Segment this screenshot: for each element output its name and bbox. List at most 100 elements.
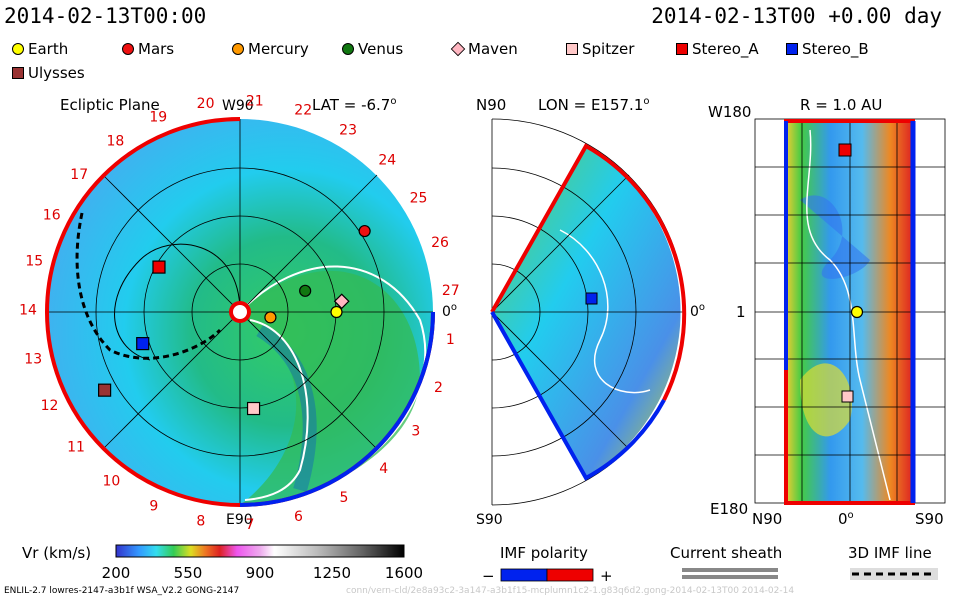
imf-negative-swatch: [500, 568, 548, 582]
ecliptic-stereo-b-marker: [136, 337, 150, 351]
meridional-stereo-b-marker: [585, 292, 598, 305]
colorbar-tick-label: 1600: [385, 564, 423, 582]
legend-item-stereo-a: Stereo_A: [676, 40, 759, 58]
legend-item-earth: Earth: [12, 40, 68, 58]
ecliptic-spitzer-marker: [246, 401, 261, 416]
colorbar: Vr (km/s) 200 550 900 1250 1600: [22, 544, 423, 582]
footer-run-id: conn/vern-cld/2e8a93c2-3a147-a3b1f15-mcp…: [346, 586, 795, 596]
carrington-number: 10: [102, 474, 120, 490]
legend-item-stereo-b: Stereo_B: [786, 40, 869, 58]
spitzer-marker-icon: [566, 43, 578, 55]
meridional-imf-negative-edge: [490, 311, 666, 481]
colorbar-label: Vr (km/s): [22, 544, 91, 562]
legend-label: Earth: [28, 40, 69, 58]
sphere-panel: R = 1.0 AU W180 1 E180 N90 0o S90: [708, 96, 946, 528]
carrington-number: 25: [410, 191, 428, 207]
colorbar-tick-label: 550: [174, 564, 203, 582]
legend-label: Mercury: [248, 40, 309, 58]
ulysses-marker-icon: [12, 67, 24, 79]
carrington-number: 2: [434, 380, 443, 396]
carrington-number: 5: [339, 490, 348, 506]
time-left-label: 2014-02-13T00:00: [4, 4, 207, 28]
carrington-number: 4: [379, 461, 388, 477]
ecliptic-lat-label: LAT = -6.7o: [312, 96, 396, 114]
legend-label: Stereo_B: [802, 40, 869, 58]
meridional-top-label: N90: [476, 96, 506, 114]
carrington-number: 6: [294, 509, 303, 525]
ecliptic-maven-marker: [333, 293, 350, 310]
earth-marker-icon: [12, 43, 24, 55]
ecliptic-ulysses-marker: [98, 383, 112, 397]
sphere-stereo-a-marker: [838, 143, 852, 157]
carrington-number: 9: [149, 499, 158, 515]
legend-item-mercury: Mercury: [232, 40, 309, 58]
legend-label: Stereo_A: [692, 40, 759, 58]
colorbar-tick-label: 200: [102, 564, 131, 582]
sphere-fast-region: [800, 363, 852, 437]
ecliptic-stereo-a-marker: [152, 260, 166, 274]
meridional-bottom-label: S90: [476, 512, 503, 528]
stereo-b-marker-icon: [786, 43, 798, 55]
carrington-number: 3: [411, 424, 420, 440]
meridional-right-label: 0o: [690, 302, 705, 320]
sphere-r-label: R = 1.0 AU: [800, 96, 882, 114]
imf-polarity-label: IMF polarity: [500, 544, 588, 562]
sphere-slow-region: [800, 195, 870, 279]
carrington-number: 23: [339, 123, 357, 139]
carrington-number: 21: [246, 94, 264, 110]
ecliptic-earth-imf-spiral: [114, 243, 241, 361]
colorbar-tick-label: 1250: [313, 564, 351, 582]
imf-minus-label: −: [482, 567, 495, 585]
current-sheath-bar-1: [682, 568, 778, 572]
meridional-imf-positive-edge: [490, 143, 687, 401]
sphere-x-left-label: N90: [752, 510, 782, 528]
legend-item-maven: Maven: [450, 40, 518, 58]
carrington-number: 24: [378, 153, 396, 169]
legend-label: Venus: [358, 40, 404, 58]
ecliptic-mercury-marker: [264, 311, 277, 324]
footer-model-info: ENLIL-2.7 lowres-2147-a3b1f WSA_V2.2 GON…: [4, 586, 240, 596]
legend-label: Ulysses: [28, 64, 85, 82]
ecliptic-panel: Ecliptic Plane LAT = -6.7o W90 E90 0o 12…: [19, 94, 460, 533]
carrington-number: 22: [294, 103, 312, 119]
sun-marker: [229, 301, 251, 323]
carrington-number: 13: [24, 352, 42, 368]
current-sheath-label: Current sheath: [670, 544, 782, 562]
time-right-label: 2014-02-13T00 +0.00 day: [651, 4, 942, 28]
carrington-number: 14: [19, 303, 37, 319]
sphere-grid: [754, 118, 946, 504]
venus-marker-icon: [342, 43, 354, 55]
colorbar-ticks: 200 550 900 1250 1600: [102, 564, 423, 582]
ecliptic-right-label: 0o: [442, 302, 457, 320]
stereo-a-marker-icon: [676, 43, 688, 55]
ecliptic-current-sheet-line-1: [239, 265, 427, 471]
sphere-spitzer-marker: [841, 390, 854, 403]
current-sheath-bar-2: [682, 575, 778, 579]
ecliptic-bodies: [98, 224, 371, 416]
carrington-number: 11: [67, 439, 85, 455]
carrington-number: 12: [41, 398, 59, 414]
ecliptic-imf-negative-arc: [239, 311, 435, 507]
colorbar-gradient: [115, 544, 405, 558]
sphere-earth-marker: [850, 305, 864, 319]
carrington-number: 20: [197, 96, 215, 112]
legend-label: Maven: [468, 40, 518, 58]
carrington-number: 26: [431, 235, 449, 251]
imf-plus-label: +: [600, 567, 613, 585]
sphere-y-top-label: W180: [708, 103, 751, 121]
imf-line-label: 3D IMF line: [848, 544, 932, 562]
legend-item-venus: Venus: [342, 40, 403, 58]
ecliptic-top-label: W90: [222, 98, 254, 114]
ecliptic-bottom-label: E90: [226, 512, 253, 528]
carrington-number: 27: [442, 283, 460, 299]
meridional-current-sheet-line: [559, 229, 651, 394]
colorbar-tick-label: 900: [246, 564, 275, 582]
mars-marker-icon: [122, 43, 134, 55]
legend-label: Mars: [138, 40, 175, 58]
ecliptic-title: Ecliptic Plane: [60, 96, 160, 114]
carrington-number: 1: [446, 332, 455, 348]
sphere-x-mid-label: 0o: [838, 510, 854, 528]
carrington-number: 17: [70, 167, 88, 183]
imf-positive-swatch: [546, 568, 594, 582]
imf-polarity-legend: IMF polarity − +: [482, 544, 613, 585]
